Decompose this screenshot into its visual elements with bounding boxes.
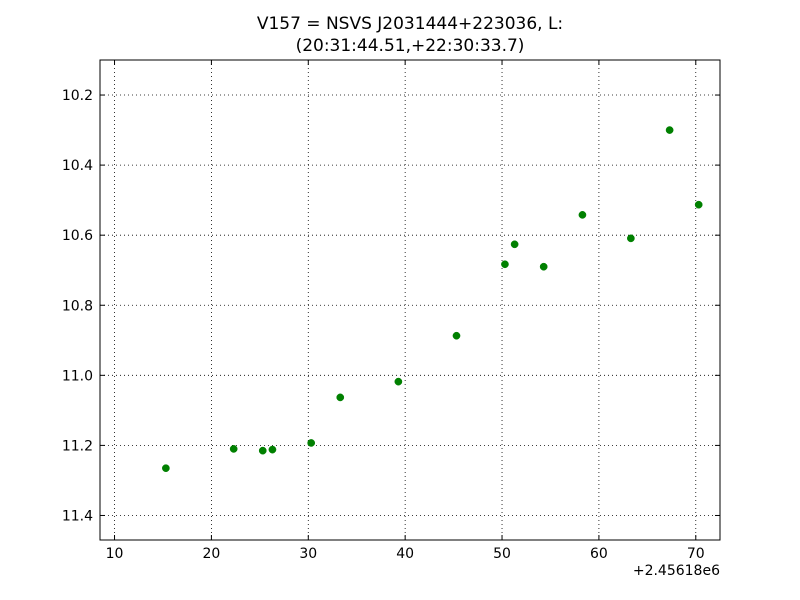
y-tick-label: 11.4 xyxy=(62,508,93,524)
data-point xyxy=(510,240,519,249)
x-axis-offset-label: +2.45618e6 xyxy=(633,563,720,579)
data-points xyxy=(162,126,703,473)
x-tick-label: 40 xyxy=(396,546,414,562)
data-point xyxy=(539,262,548,271)
data-point xyxy=(665,126,674,134)
data-point xyxy=(627,234,635,243)
data-point xyxy=(394,377,403,386)
plot-area-frame xyxy=(99,59,721,541)
data-point xyxy=(258,446,267,455)
data-point xyxy=(162,464,170,473)
x-tick-label: 10 xyxy=(106,546,124,562)
x-tick-label: 30 xyxy=(299,546,317,562)
x-tick-label: 70 xyxy=(687,546,705,562)
y-tick-label: 10.8 xyxy=(62,298,93,314)
x-tick-label: 50 xyxy=(493,546,511,562)
y-tick-label: 10.4 xyxy=(62,158,93,174)
data-point xyxy=(452,331,461,340)
y-tick-label: 11.0 xyxy=(62,368,93,384)
y-tick-label: 10.2 xyxy=(62,88,93,104)
grid-lines xyxy=(100,60,720,540)
data-point xyxy=(307,439,316,447)
axis-ticks xyxy=(100,60,720,540)
data-point xyxy=(336,393,345,402)
x-tick-label: 20 xyxy=(202,546,220,562)
x-tick-labels: 10 20 30 40 50 60 70 xyxy=(106,546,705,562)
data-point xyxy=(268,445,277,454)
data-point xyxy=(501,260,509,269)
x-tick-label: 60 xyxy=(590,546,608,562)
y-tick-label: 10.6 xyxy=(62,228,93,244)
y-tick-labels: 10.2 10.4 10.6 10.8 11.0 11.2 11.4 xyxy=(62,88,93,524)
data-point xyxy=(694,200,703,209)
data-point xyxy=(578,211,587,219)
data-point xyxy=(229,445,238,453)
y-tick-label: 11.2 xyxy=(62,438,93,454)
chart-title-line-2: (20:31:44.51,+22:30:33.7) xyxy=(296,36,525,56)
chart-title-line-1: V157 = NSVS J2031444+223036, L: xyxy=(257,14,563,34)
